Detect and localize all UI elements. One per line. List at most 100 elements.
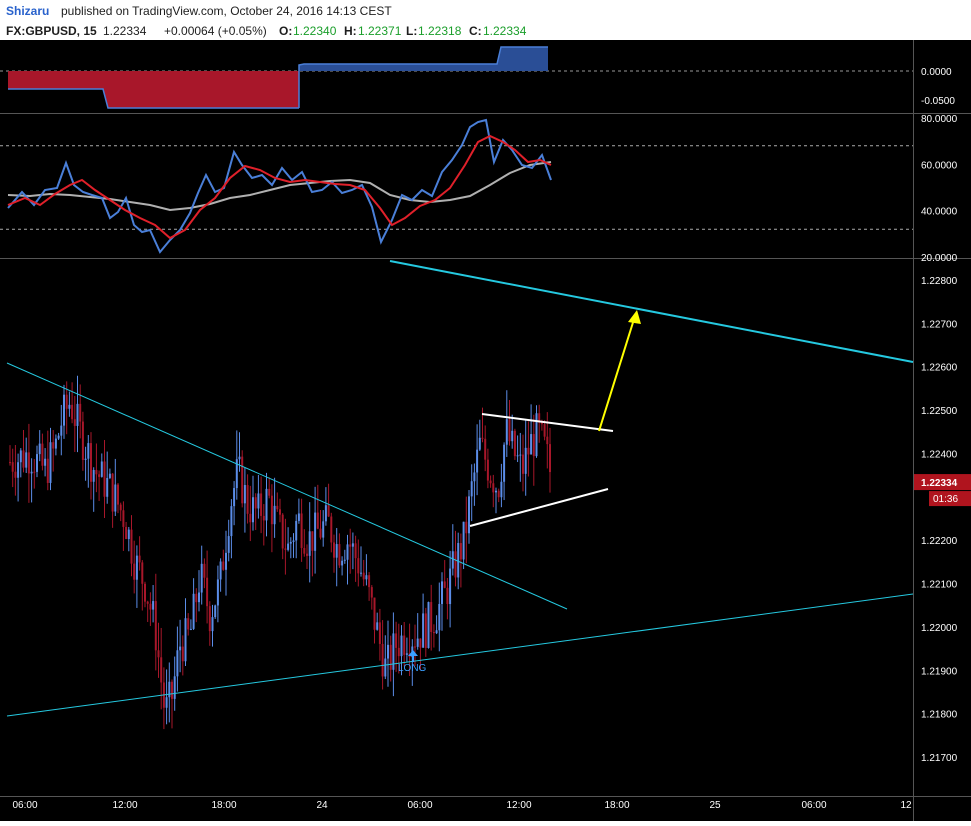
candle	[268, 477, 271, 499]
candle	[368, 572, 371, 601]
candle	[389, 635, 392, 682]
candle	[319, 509, 322, 540]
candle	[46, 430, 49, 491]
candle	[90, 432, 92, 500]
candle-body	[395, 633, 398, 648]
candle-body	[27, 452, 30, 474]
candle-body	[208, 606, 211, 632]
candle-body	[141, 562, 144, 584]
price-tick-label: 1.21700	[921, 753, 958, 764]
candle	[333, 534, 335, 573]
chart-area[interactable]: 0.0000 -0.0500 80.0000 60.0000 40.0000 20.000…	[0, 40, 971, 821]
candle	[154, 573, 157, 671]
candle	[316, 484, 319, 530]
candle-body	[262, 515, 265, 521]
candle-body	[249, 513, 252, 523]
candle	[446, 577, 449, 620]
candle-body	[535, 413, 538, 457]
candle-body	[446, 587, 449, 605]
candle	[497, 488, 500, 503]
candle	[243, 467, 246, 533]
candle-body	[87, 443, 90, 459]
candle-body	[322, 521, 325, 538]
symbol-label: FX:GBPUSD, 15	[6, 24, 97, 38]
candle-body	[403, 635, 406, 655]
candle-body	[451, 551, 454, 569]
candle	[265, 472, 268, 537]
candle	[424, 607, 427, 657]
candle	[114, 458, 117, 516]
candle-body	[511, 430, 514, 442]
time-tick-label: 06:00	[407, 800, 432, 811]
candle	[214, 604, 217, 619]
candle	[57, 432, 60, 441]
candle-body	[384, 658, 387, 677]
histogram-positive-area	[299, 47, 548, 71]
candle-body	[38, 443, 41, 455]
candle	[495, 487, 497, 514]
osc-tick-label: 20.0000	[921, 253, 958, 264]
candle-body	[522, 454, 524, 474]
candle	[300, 498, 303, 562]
candle-body	[427, 602, 430, 648]
candle-body	[273, 505, 276, 525]
candle-body	[435, 630, 438, 634]
time-tick-label: 06:00	[12, 800, 37, 811]
candle-body	[71, 404, 74, 420]
last-price-label: 1.22334	[921, 478, 958, 489]
candle	[430, 584, 433, 651]
candle-body	[454, 551, 457, 578]
candle-body	[484, 438, 487, 460]
candle-body	[171, 681, 173, 699]
candle	[187, 613, 190, 636]
candle-body	[184, 618, 187, 662]
candle-body	[438, 603, 441, 631]
candle-body	[233, 488, 236, 507]
candle-body	[546, 436, 549, 445]
candle	[19, 448, 22, 478]
candle	[384, 635, 387, 680]
candle	[76, 375, 79, 453]
candle	[470, 464, 473, 522]
hist-tick-label: 0.0000	[921, 67, 952, 78]
candle	[308, 502, 311, 583]
candle-body	[30, 471, 33, 474]
candle-body	[270, 495, 273, 525]
candle-body	[357, 558, 360, 574]
candle	[160, 627, 163, 710]
osc-tick-label: 60.0000	[921, 160, 958, 171]
candle	[387, 620, 389, 687]
candle-body	[341, 560, 344, 566]
candle-body	[135, 555, 138, 580]
candle	[133, 540, 136, 594]
candle	[98, 470, 101, 501]
candle-body	[154, 601, 157, 651]
candle	[449, 550, 452, 628]
target-arrow-line	[598, 315, 636, 432]
candle-body	[68, 404, 71, 409]
candle	[522, 434, 524, 492]
candle-body	[257, 493, 260, 509]
candle-body	[400, 635, 403, 657]
candle-body	[160, 657, 163, 683]
chart-svg[interactable]: 0.0000 -0.0500 80.0000 60.0000 40.0000 20.000…	[0, 40, 971, 821]
candle	[127, 526, 130, 552]
candle-body	[106, 477, 109, 497]
candle-body	[335, 544, 338, 558]
candle-body	[513, 430, 516, 457]
candle-body	[157, 650, 160, 658]
candle	[252, 475, 254, 531]
author-link[interactable]: Shizaru	[6, 4, 50, 18]
candle-body	[63, 394, 65, 426]
hist-tick-label: -0.0500	[921, 96, 955, 107]
candle	[327, 483, 330, 517]
candle	[49, 427, 52, 491]
candle	[538, 404, 541, 443]
candle-body	[138, 555, 141, 563]
candle	[36, 445, 38, 478]
candle-body	[327, 505, 330, 517]
candle-body	[279, 509, 281, 515]
candle	[508, 399, 511, 446]
candle-body	[65, 394, 68, 409]
candle-body	[449, 568, 452, 605]
